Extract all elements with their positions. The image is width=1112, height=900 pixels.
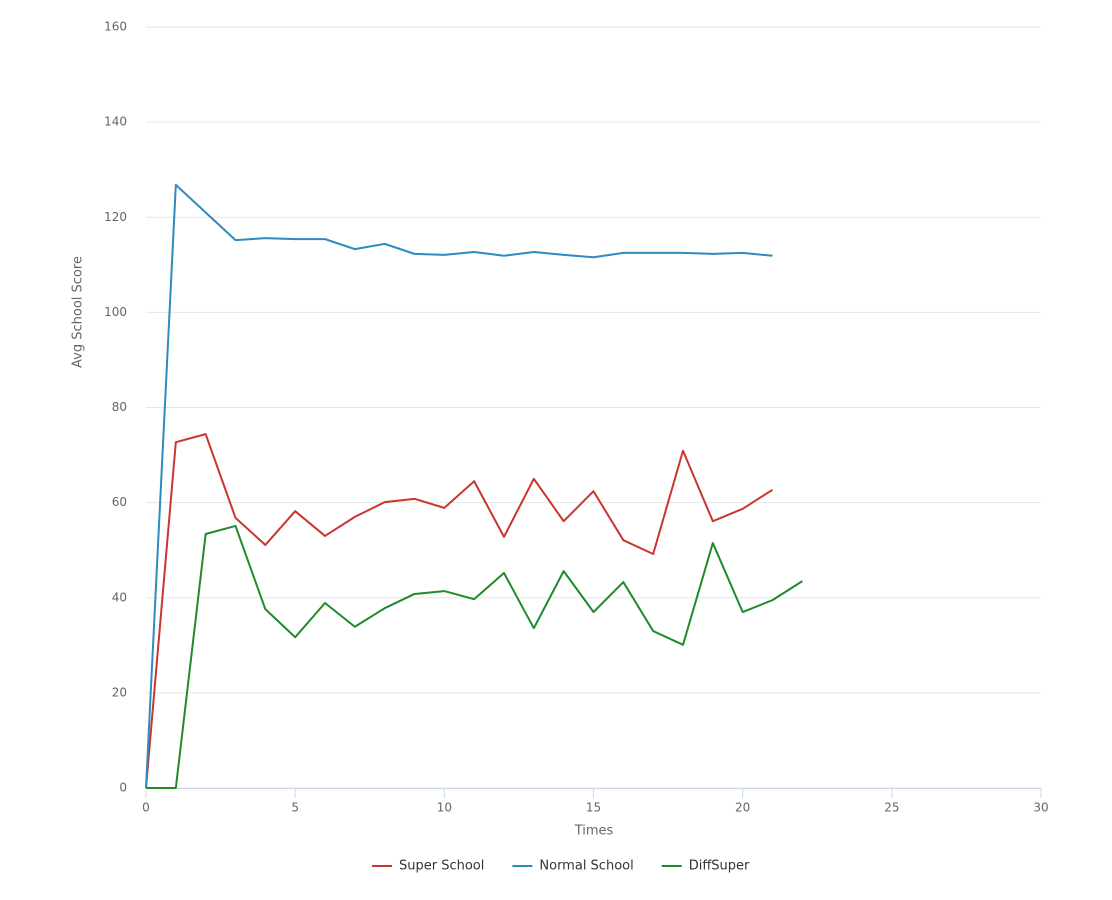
series-line (145, 433, 774, 789)
x-tick-label: 25 (884, 801, 899, 815)
x-tick-label: 5 (291, 801, 299, 815)
legend-label: Super School (399, 859, 484, 874)
y-tick-label: 0 (119, 781, 127, 795)
x-tick-label: 30 (1033, 801, 1048, 815)
x-axis-title: Times (574, 824, 614, 839)
x-tick-label: 10 (437, 801, 452, 815)
y-tick-label: 20 (112, 685, 127, 699)
y-tick-label: 100 (104, 305, 127, 319)
y-tick-label: 80 (112, 400, 127, 414)
legend-label: Normal School (539, 859, 633, 874)
x-tick-label: 20 (735, 801, 750, 815)
series-line (146, 524, 803, 789)
y-tick-label: 60 (112, 495, 127, 509)
legend-label: DiffSuper (689, 859, 750, 874)
y-tick-label: 120 (104, 210, 127, 224)
y-tick-label: 140 (104, 115, 127, 129)
y-axis-title: Avg School Score (71, 256, 86, 368)
y-tick-label: 160 (104, 20, 127, 34)
y-tick-label: 40 (112, 590, 127, 604)
series-line (145, 183, 773, 789)
x-tick-label: 0 (142, 801, 150, 815)
x-tick-label: 15 (586, 801, 601, 815)
